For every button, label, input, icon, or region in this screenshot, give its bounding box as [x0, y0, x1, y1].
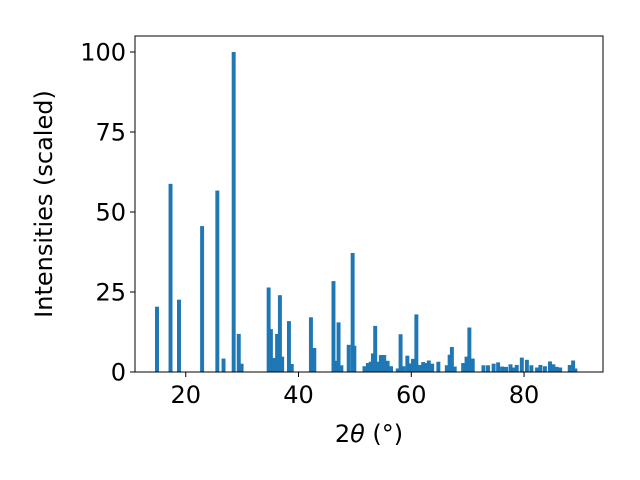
bar: [177, 299, 181, 372]
bar: [401, 366, 406, 372]
bar: [275, 333, 280, 372]
bar: [378, 355, 383, 372]
bar: [266, 287, 271, 372]
bar: [481, 365, 486, 372]
bar: [385, 360, 390, 372]
bar: [334, 360, 339, 372]
x-tick-label: 20: [170, 381, 201, 409]
bar: [286, 321, 291, 372]
bar: [408, 363, 413, 372]
bar: [538, 364, 543, 372]
y-tick-label: 100: [80, 39, 126, 67]
bar: [382, 355, 387, 372]
y-axis-label: Intensities (scaled): [30, 90, 58, 318]
bar: [373, 325, 378, 372]
bar: [239, 363, 244, 372]
bar: [231, 52, 236, 372]
bar: [500, 366, 505, 372]
bar: [395, 368, 400, 372]
bar: [551, 364, 556, 372]
bar: [289, 364, 294, 372]
bars-group: [155, 52, 578, 372]
bar: [447, 354, 452, 372]
bar: [339, 365, 344, 372]
bar: [417, 364, 422, 372]
x-tick-label: 40: [283, 381, 314, 409]
bar: [398, 334, 403, 372]
bar: [430, 363, 435, 372]
bar: [426, 360, 431, 372]
bar: [491, 363, 496, 372]
bar: [470, 358, 475, 372]
x-tick-label: 60: [396, 381, 427, 409]
bar: [277, 295, 282, 372]
x-axis-label-unit: (°): [365, 420, 403, 448]
x-axis-label: 2θ (°): [335, 420, 403, 448]
bar: [200, 226, 205, 372]
bar: [376, 361, 380, 372]
bar: [444, 365, 449, 372]
x-axis: 20 40 60 80: [170, 372, 539, 409]
bar: [524, 359, 529, 372]
bar: [554, 366, 559, 372]
bar: [221, 358, 226, 372]
bar: [271, 357, 276, 372]
bar: [411, 358, 415, 372]
bar: [424, 363, 429, 372]
bar: [512, 367, 517, 372]
bar: [280, 356, 285, 372]
bar: [529, 365, 534, 372]
y-tick-label: 50: [95, 199, 126, 227]
bar: [268, 329, 273, 372]
bar: [365, 363, 370, 372]
bar: [168, 183, 173, 372]
bar: [452, 366, 457, 372]
bar: [336, 322, 341, 372]
x-axis-label-prefix: 2: [335, 420, 350, 448]
bar: [155, 306, 159, 372]
bar: [236, 333, 241, 372]
bar: [558, 367, 563, 372]
bar: [405, 355, 410, 372]
bar: [414, 314, 419, 372]
bar: [350, 252, 355, 372]
bar: [504, 366, 508, 372]
bar: [308, 317, 313, 372]
bar: [573, 368, 578, 372]
bar: [535, 367, 540, 372]
bar: [508, 364, 513, 372]
bar: [467, 327, 472, 372]
bar: [514, 364, 519, 372]
bar: [571, 360, 576, 372]
x-axis-label-theta: θ: [350, 420, 365, 448]
bar: [352, 345, 357, 372]
y-axis: 0 25 50 75 100: [80, 39, 135, 387]
bar: [436, 361, 441, 372]
y-tick-label: 75: [95, 119, 126, 147]
bar: [362, 366, 367, 372]
bar: [331, 281, 336, 372]
bar: [486, 365, 490, 372]
bar: [421, 362, 426, 372]
bar: [215, 190, 220, 372]
bar: [389, 366, 393, 372]
bar: [346, 344, 351, 372]
bar: [496, 362, 501, 372]
bar: [370, 353, 375, 372]
y-tick-label: 25: [95, 279, 126, 307]
bar: [461, 363, 466, 372]
bar: [567, 364, 572, 372]
x-tick-label: 80: [509, 381, 540, 409]
plot-frame: [134, 35, 604, 373]
bar: [548, 361, 552, 372]
y-tick-label: 0: [111, 359, 126, 387]
bar: [542, 366, 547, 372]
bar: [464, 356, 469, 372]
bar: [449, 347, 454, 372]
bar: [312, 348, 317, 372]
bar: [519, 357, 524, 372]
bar: [368, 361, 373, 372]
